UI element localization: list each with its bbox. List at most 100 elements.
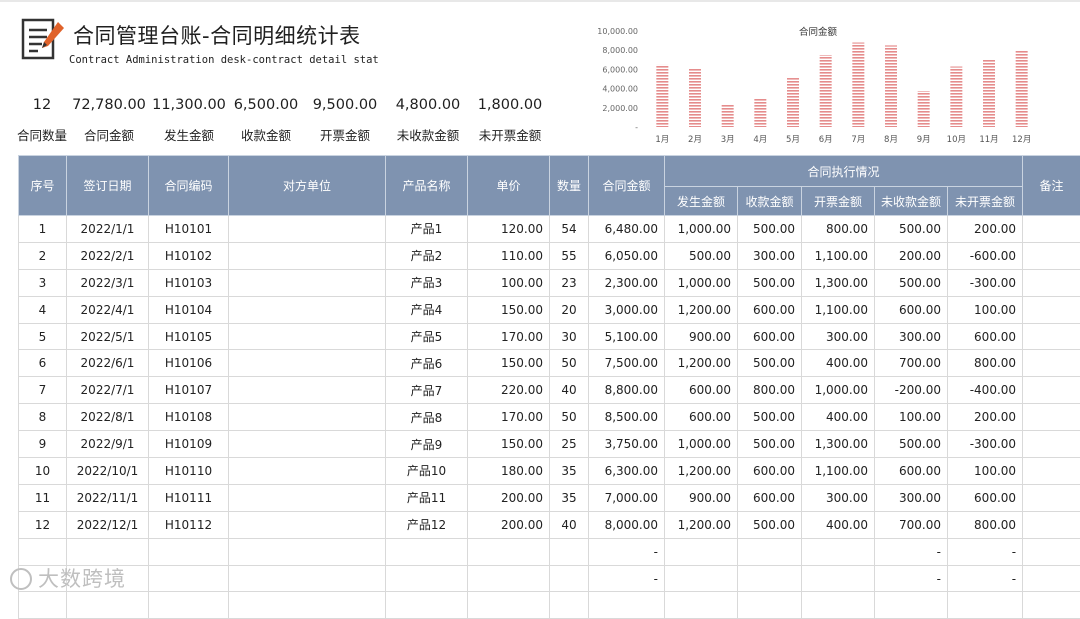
table-cell[interactable]: 11: [19, 484, 67, 511]
table-cell[interactable]: H10104: [149, 296, 229, 323]
table-cell[interactable]: 1,000.00: [665, 269, 738, 296]
table-cell[interactable]: [802, 565, 875, 592]
table-cell[interactable]: 55: [550, 242, 589, 269]
table-cell[interactable]: 4: [19, 296, 67, 323]
table-cell[interactable]: 600.00: [738, 458, 802, 485]
table-cell[interactable]: 25: [550, 431, 589, 458]
table-cell[interactable]: 200.00: [948, 404, 1023, 431]
table-cell[interactable]: 100.00: [468, 269, 550, 296]
table-cell[interactable]: -: [589, 538, 665, 565]
table-cell[interactable]: 900.00: [665, 323, 738, 350]
table-cell[interactable]: [386, 538, 468, 565]
table-cell[interactable]: 产品9: [386, 431, 468, 458]
table-cell[interactable]: 600.00: [738, 296, 802, 323]
table-cell[interactable]: [229, 377, 386, 404]
table-cell[interactable]: H10108: [149, 404, 229, 431]
table-cell[interactable]: -: [948, 538, 1023, 565]
table-cell[interactable]: H10101: [149, 216, 229, 243]
table-cell[interactable]: [468, 565, 550, 592]
table-cell[interactable]: 产品8: [386, 404, 468, 431]
table-cell[interactable]: 2022/5/1: [67, 323, 149, 350]
table-cell[interactable]: 150.00: [468, 296, 550, 323]
table-cell[interactable]: 8,000.00: [589, 511, 665, 538]
table-cell[interactable]: 50: [550, 350, 589, 377]
table-cell[interactable]: [550, 565, 589, 592]
table-cell[interactable]: 2022/6/1: [67, 350, 149, 377]
table-cell[interactable]: 6,300.00: [589, 458, 665, 485]
header-counterparty[interactable]: 对方单位: [229, 156, 386, 216]
table-cell[interactable]: 1,000.00: [802, 377, 875, 404]
table-cell[interactable]: 1,000.00: [665, 431, 738, 458]
table-cell[interactable]: 500.00: [738, 404, 802, 431]
table-cell[interactable]: 40: [550, 377, 589, 404]
table-cell[interactable]: 2022/3/1: [67, 269, 149, 296]
table-cell[interactable]: 2022/1/1: [67, 216, 149, 243]
table-cell[interactable]: 8,500.00: [589, 404, 665, 431]
table-cell[interactable]: -400.00: [948, 377, 1023, 404]
table-cell[interactable]: [1023, 377, 1080, 404]
table-cell[interactable]: 300.00: [802, 323, 875, 350]
table-cell[interactable]: H10105: [149, 323, 229, 350]
table-cell[interactable]: 1,000.00: [665, 216, 738, 243]
header-note[interactable]: 备注: [1023, 156, 1080, 216]
table-cell[interactable]: 1,300.00: [802, 431, 875, 458]
table-cell[interactable]: 产品7: [386, 377, 468, 404]
header-sign-date[interactable]: 签订日期: [67, 156, 149, 216]
table-cell[interactable]: -: [589, 565, 665, 592]
table-cell[interactable]: 180.00: [468, 458, 550, 485]
table-cell[interactable]: [1023, 296, 1080, 323]
table-cell[interactable]: H10107: [149, 377, 229, 404]
table-cell[interactable]: [229, 592, 386, 619]
table-cell[interactable]: [229, 296, 386, 323]
table-cell[interactable]: 1,100.00: [802, 242, 875, 269]
table-cell[interactable]: 100.00: [948, 296, 1023, 323]
table-cell[interactable]: 600.00: [738, 484, 802, 511]
table-cell[interactable]: [738, 565, 802, 592]
header-product-name[interactable]: 产品名称: [386, 156, 468, 216]
table-cell[interactable]: 300.00: [738, 242, 802, 269]
table-cell[interactable]: 8: [19, 404, 67, 431]
table-cell[interactable]: 1: [19, 216, 67, 243]
table-cell[interactable]: -: [948, 565, 1023, 592]
table-cell[interactable]: 7,000.00: [589, 484, 665, 511]
table-cell[interactable]: 400.00: [802, 511, 875, 538]
table-cell[interactable]: 产品2: [386, 242, 468, 269]
table-cell[interactable]: 2022/10/1: [67, 458, 149, 485]
table-cell[interactable]: 900.00: [665, 484, 738, 511]
table-cell[interactable]: 1,100.00: [802, 458, 875, 485]
table-cell[interactable]: 300.00: [875, 484, 948, 511]
table-cell[interactable]: 150.00: [468, 431, 550, 458]
table-cell[interactable]: 3: [19, 269, 67, 296]
header-unit-price[interactable]: 单价: [468, 156, 550, 216]
table-cell[interactable]: -300.00: [948, 431, 1023, 458]
table-cell[interactable]: 5: [19, 323, 67, 350]
table-cell[interactable]: 700.00: [875, 511, 948, 538]
table-cell[interactable]: 1,100.00: [802, 296, 875, 323]
table-cell[interactable]: [229, 216, 386, 243]
table-cell[interactable]: 1,200.00: [665, 350, 738, 377]
table-cell[interactable]: 产品10: [386, 458, 468, 485]
table-cell[interactable]: [67, 538, 149, 565]
header-contract-code[interactable]: 合同编码: [149, 156, 229, 216]
header-received-amount[interactable]: 收款金额: [738, 187, 802, 216]
table-cell[interactable]: [229, 565, 386, 592]
table-cell[interactable]: [229, 458, 386, 485]
table-cell[interactable]: H10109: [149, 431, 229, 458]
table-cell[interactable]: [229, 511, 386, 538]
table-cell[interactable]: 6,050.00: [589, 242, 665, 269]
table-cell[interactable]: [1023, 350, 1080, 377]
table-cell[interactable]: 30: [550, 323, 589, 350]
table-cell[interactable]: [738, 592, 802, 619]
table-cell[interactable]: [665, 538, 738, 565]
table-cell[interactable]: 500.00: [665, 242, 738, 269]
table-cell[interactable]: 2,300.00: [589, 269, 665, 296]
table-cell[interactable]: [19, 592, 67, 619]
table-cell[interactable]: [802, 538, 875, 565]
table-cell[interactable]: 3,000.00: [589, 296, 665, 323]
table-cell[interactable]: [738, 538, 802, 565]
table-cell[interactable]: 1,200.00: [665, 511, 738, 538]
table-cell[interactable]: [468, 538, 550, 565]
table-cell[interactable]: -: [875, 538, 948, 565]
table-cell[interactable]: [1023, 431, 1080, 458]
table-cell[interactable]: 600.00: [665, 404, 738, 431]
